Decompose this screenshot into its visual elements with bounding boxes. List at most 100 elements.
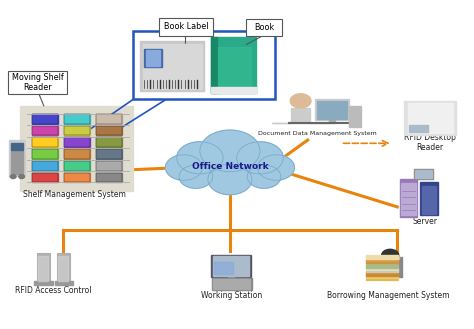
Text: Working Station: Working Station (201, 291, 262, 300)
Bar (400, 179, 418, 217)
Bar (96, 126, 122, 136)
Bar (96, 149, 122, 159)
Bar (20, 106, 133, 190)
Text: RFID Desktop
Reader: RFID Desktop Reader (404, 133, 456, 152)
Bar (211, 278, 252, 290)
Bar (32, 173, 58, 183)
Bar (140, 40, 204, 91)
Circle shape (19, 175, 25, 179)
Bar (32, 126, 58, 136)
Bar (58, 257, 68, 281)
Bar (64, 114, 90, 124)
Bar (365, 255, 398, 259)
Circle shape (179, 165, 213, 188)
Text: Book: Book (254, 23, 274, 32)
Circle shape (381, 251, 400, 264)
Bar (32, 149, 58, 159)
FancyBboxPatch shape (246, 19, 282, 36)
Bar (96, 138, 122, 147)
Bar (32, 114, 58, 124)
Bar (64, 114, 90, 124)
Bar (11, 151, 23, 174)
Bar (211, 87, 256, 93)
Text: Server: Server (413, 217, 438, 226)
Bar (96, 114, 122, 124)
Bar (317, 101, 347, 119)
Bar (404, 101, 456, 135)
Bar (408, 103, 453, 133)
Bar (96, 161, 122, 171)
Bar (64, 126, 90, 136)
Bar (64, 138, 90, 147)
Bar (365, 268, 398, 272)
Bar (213, 256, 249, 276)
Bar (329, 119, 335, 123)
Bar (365, 272, 398, 276)
Bar (57, 253, 70, 282)
Bar (32, 173, 58, 183)
Bar (144, 49, 162, 67)
Bar (365, 264, 398, 267)
Bar (32, 114, 58, 124)
FancyBboxPatch shape (133, 31, 275, 99)
Bar (64, 138, 90, 147)
Bar (365, 260, 398, 263)
Circle shape (165, 155, 202, 180)
Bar (409, 125, 428, 132)
Bar (64, 161, 90, 171)
Bar (96, 138, 122, 147)
Bar (214, 262, 233, 274)
Bar (218, 47, 251, 89)
Bar (32, 138, 58, 147)
Bar (96, 173, 122, 183)
Bar (213, 279, 250, 289)
FancyBboxPatch shape (9, 71, 67, 94)
Bar (55, 281, 73, 285)
Circle shape (177, 142, 223, 174)
Circle shape (257, 155, 294, 180)
Bar (96, 114, 122, 124)
Circle shape (10, 175, 16, 179)
Bar (349, 106, 361, 127)
Bar (64, 149, 90, 159)
Bar (315, 99, 349, 120)
Bar (64, 161, 90, 171)
Bar (96, 149, 122, 159)
Text: Office Network: Office Network (191, 162, 268, 171)
Bar (96, 173, 122, 183)
Circle shape (290, 94, 311, 108)
Bar (414, 169, 434, 179)
Bar (9, 140, 25, 176)
Circle shape (208, 164, 252, 195)
Bar (146, 50, 160, 66)
Bar (32, 149, 58, 159)
FancyArrow shape (273, 108, 329, 123)
Bar (365, 276, 398, 280)
Text: Shelf Management System: Shelf Management System (23, 190, 126, 199)
Bar (64, 149, 90, 159)
Text: RFID Access Control: RFID Access Control (15, 286, 91, 294)
Text: Book Label: Book Label (164, 22, 209, 31)
Circle shape (247, 165, 281, 188)
Bar (64, 173, 90, 183)
Bar (64, 126, 90, 136)
FancyBboxPatch shape (159, 18, 213, 36)
Bar (96, 161, 122, 171)
Bar (32, 161, 58, 171)
Bar (32, 138, 58, 147)
Bar (415, 170, 432, 178)
Bar (420, 183, 438, 215)
Text: Document Data Management System: Document Data Management System (258, 131, 376, 136)
Circle shape (200, 130, 260, 172)
Bar (422, 186, 436, 214)
Bar (211, 255, 251, 277)
Bar (35, 281, 53, 285)
Bar (64, 173, 90, 183)
Bar (96, 126, 122, 136)
Bar (211, 37, 217, 93)
Bar (32, 161, 58, 171)
Text: Moving Shelf
Reader: Moving Shelf Reader (12, 73, 64, 92)
Bar (11, 143, 23, 150)
Bar (228, 276, 234, 280)
Bar (32, 126, 58, 136)
